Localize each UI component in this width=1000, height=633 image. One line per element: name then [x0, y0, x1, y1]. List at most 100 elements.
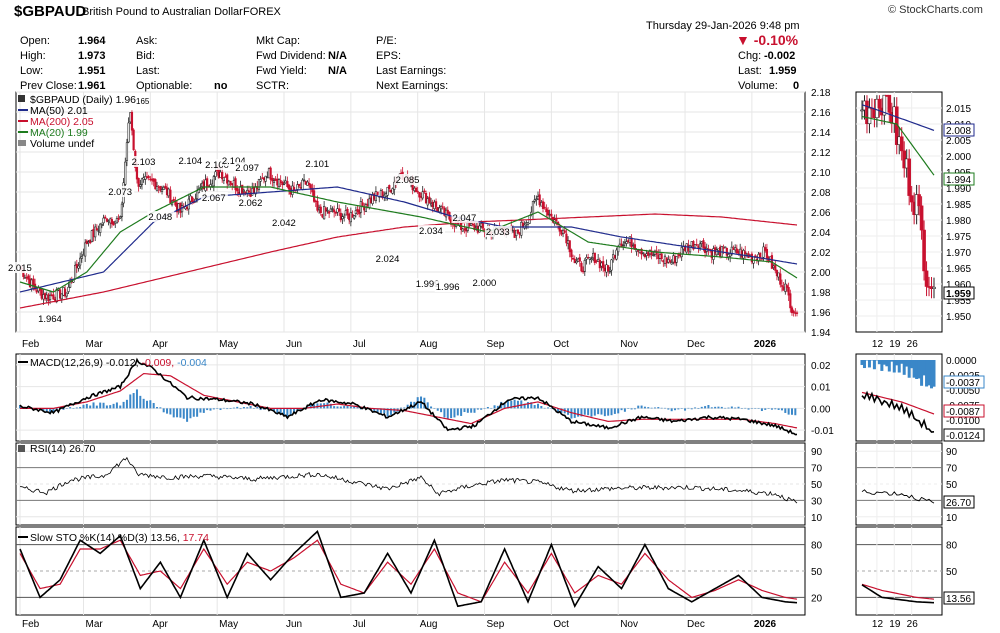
side-x-label-top: 12 — [872, 339, 884, 350]
price-candle-body — [419, 196, 423, 198]
price-candle-body — [344, 210, 347, 216]
rsi-tick-label: 90 — [811, 447, 823, 458]
fwddiv-label: Fwd Dividend: — [256, 50, 326, 62]
price-candle-body — [237, 191, 240, 194]
side-sto-k-line — [861, 584, 935, 604]
macd-histogram-bar — [727, 407, 730, 409]
price-candle-body — [152, 178, 155, 182]
macd-histogram-bar — [353, 405, 356, 409]
side-price-tick-label: 1.965 — [946, 264, 971, 275]
price-candle-body — [90, 230, 93, 242]
side-candle-body — [887, 94, 892, 113]
side-macd-histogram-bar — [872, 360, 876, 370]
price-candle-body — [119, 216, 122, 219]
price-candle-body — [423, 190, 426, 193]
price-candle-body — [50, 294, 53, 297]
macd-histogram-bar — [309, 404, 312, 409]
side-candle-body — [875, 98, 879, 119]
price-candle-body — [62, 287, 65, 296]
price-candle-body — [64, 288, 67, 297]
side-price-tick-label: 2.000 — [946, 152, 971, 163]
bid-label: Bid: — [136, 50, 155, 62]
macd-histogram-bar — [674, 408, 677, 411]
price-candle-body — [112, 221, 115, 226]
macd-histogram-bar — [667, 408, 670, 410]
macd-histogram-bar — [399, 407, 402, 409]
side-value-boxes: 1.959 1.994 2.008 -0.0037 -0.0087 -0.012… — [943, 123, 985, 605]
side-macd-histogram-bar — [932, 360, 936, 387]
side-macd-histogram-bar — [900, 360, 904, 364]
macd-histogram-bar — [112, 403, 115, 409]
price-candle-body — [603, 267, 606, 271]
price-candle-body — [35, 290, 38, 293]
macd-histogram-bar — [767, 408, 770, 409]
macd-histogram-bar — [239, 408, 242, 410]
side-macd-box3 — [943, 428, 985, 442]
price-candle-body — [339, 212, 342, 221]
macd-histogram-bar — [289, 408, 292, 416]
macd-histogram-bar — [125, 399, 128, 409]
macd-histogram-bar — [242, 407, 245, 409]
price-candle-body — [643, 253, 647, 258]
price-candle-body — [95, 228, 98, 231]
price-candle-body — [227, 180, 230, 186]
side-price-tick-label: 1.980 — [946, 216, 971, 227]
price-candle-body — [251, 188, 254, 196]
price-candle-body — [673, 256, 677, 264]
price-candle-body — [391, 188, 394, 194]
macd-histogram-bar — [734, 407, 737, 409]
price-candle-body — [232, 180, 235, 188]
ma20-legend: MA(20) 1.99 — [30, 127, 88, 139]
price-candle-body — [546, 210, 550, 216]
x-tick-label-top: Sep — [487, 339, 505, 350]
price-candle-body — [516, 229, 520, 234]
price-candle-body — [125, 142, 129, 161]
annotation-bg — [374, 253, 402, 264]
symbol-description: British Pound to Australian Dollar — [82, 6, 243, 18]
panel-frame-rsi — [15, 442, 806, 526]
price-candle-body — [794, 312, 797, 314]
price-candle-body — [471, 223, 474, 226]
price-candle-body — [266, 176, 269, 179]
price-candle-body — [363, 206, 366, 211]
macd-histogram-bar — [276, 408, 279, 414]
price-candle-body — [431, 201, 434, 208]
side-rsi-box — [943, 495, 975, 509]
price-candle-body — [276, 178, 279, 186]
price-candle-body — [389, 189, 393, 193]
macd-histogram-bar — [95, 405, 98, 409]
price-candle-body — [607, 265, 610, 272]
side-x-label-top: 26 — [907, 339, 919, 350]
price-candle-body — [478, 225, 481, 233]
price-candle-body — [518, 232, 521, 235]
side-macd-histogram-bar — [905, 360, 909, 367]
macd-histogram-bar — [540, 405, 543, 409]
annotation-bg — [394, 174, 422, 185]
x-tick-label-bottom: May — [219, 619, 238, 630]
macd-histogram-bar — [216, 408, 219, 409]
macd-histogram-bar — [135, 389, 138, 409]
symbol: $GBPAUD — [14, 3, 87, 20]
price-candle-body — [625, 241, 628, 244]
price-candle-body — [343, 215, 346, 219]
macd-histogram-bar — [122, 401, 125, 409]
price-annotation: 2.042 — [272, 218, 296, 229]
price-candle-body — [715, 249, 718, 256]
x-tick-label-bottom: Dec — [687, 619, 705, 630]
price-candle-body — [597, 259, 600, 262]
side-macd-histogram-bar — [930, 360, 934, 389]
price-candle-body — [85, 240, 88, 245]
side-macd-histogram-bar — [912, 360, 916, 378]
side-ma20-line — [861, 115, 935, 176]
price-candle-body — [42, 294, 45, 300]
x-tick-label-top: Aug — [420, 339, 438, 350]
last2-label: Last: — [738, 65, 762, 77]
side-sto-tick-label: 50 — [946, 567, 958, 578]
price-candle-body — [782, 286, 785, 291]
price-candle-body — [600, 262, 603, 267]
macd-histogram-bar — [333, 406, 336, 409]
price-candle-body — [722, 247, 725, 249]
price-candle-body — [463, 228, 466, 231]
annotation-bg — [147, 211, 175, 222]
